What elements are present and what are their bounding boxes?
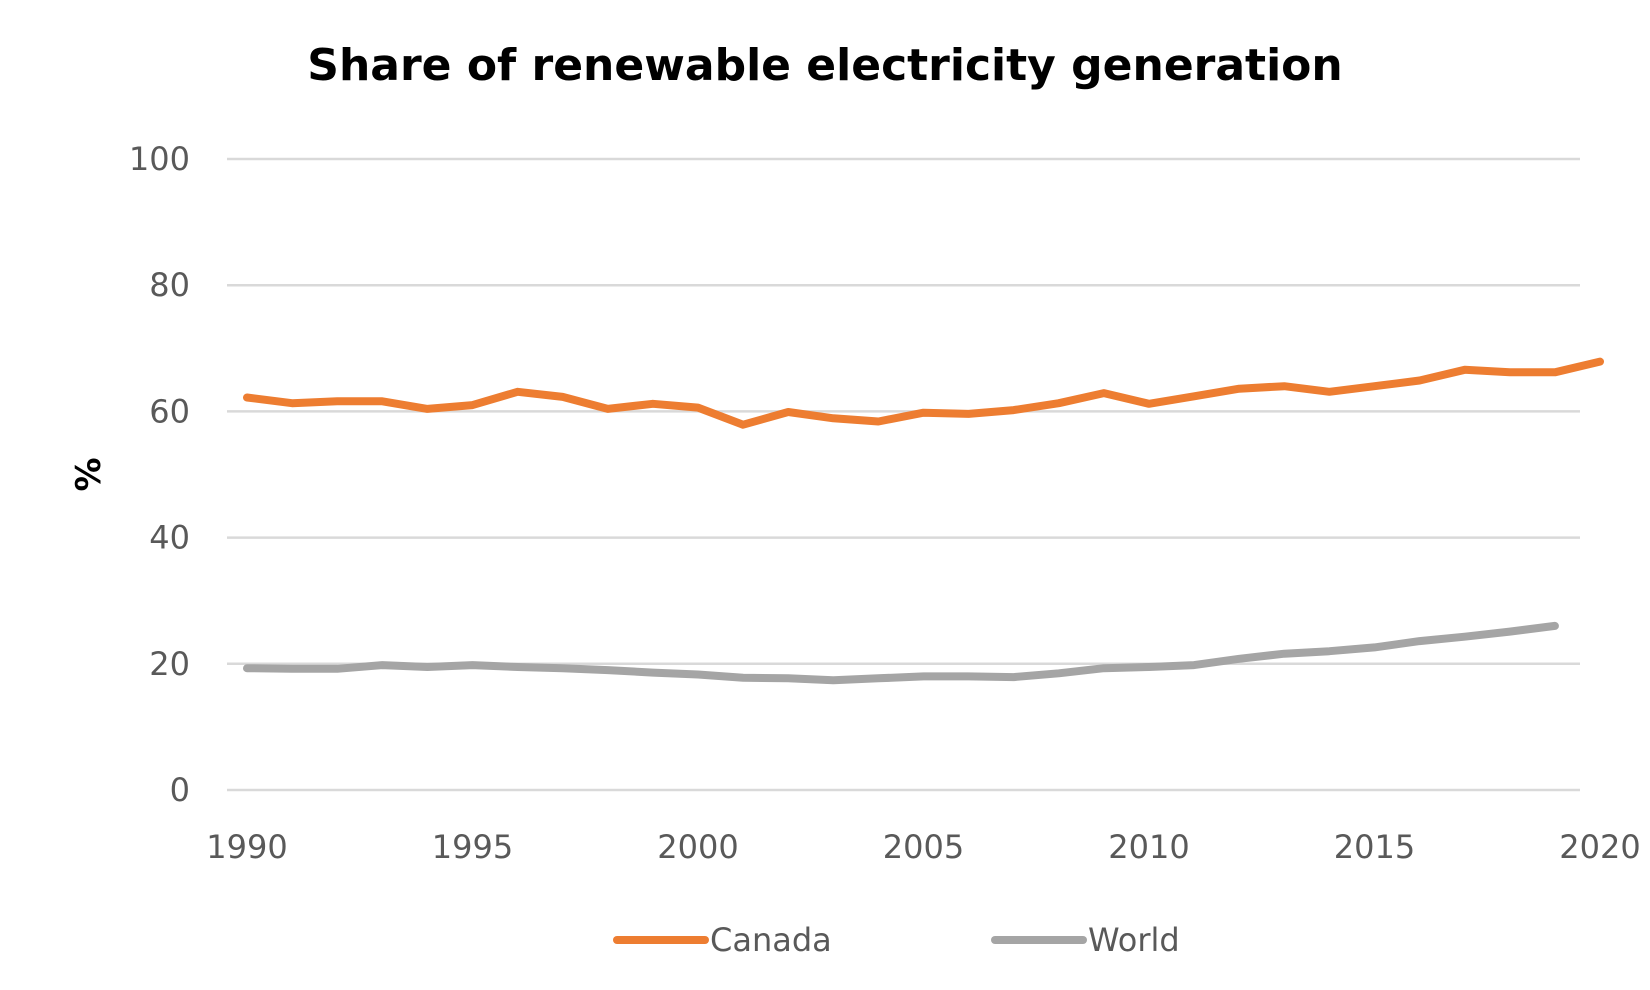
x-tick-label: 2020 xyxy=(1559,828,1640,866)
series-line-world xyxy=(243,621,1559,685)
legend-label: Canada xyxy=(710,921,832,959)
y-tick-label: 20 xyxy=(149,645,190,683)
x-tick-label: 2005 xyxy=(883,828,964,866)
x-axis-tick-labels: 1990 1995 2000 2005 2010 2015 2020 xyxy=(206,828,1640,866)
gridlines xyxy=(227,157,1580,792)
x-tick-label: 1990 xyxy=(206,828,287,866)
y-tick-label: 80 xyxy=(149,266,190,304)
y-tick-label: 60 xyxy=(149,392,190,430)
x-tick-label: 2000 xyxy=(657,828,738,866)
x-tick-label: 2015 xyxy=(1334,828,1415,866)
chart-title: Share of renewable electricity generatio… xyxy=(307,40,1343,91)
legend: Canada World xyxy=(613,921,1180,959)
y-tick-label: 0 xyxy=(170,771,190,809)
x-tick-label: 1995 xyxy=(432,828,513,866)
y-axis-tick-labels: 0 20 40 60 80 100 xyxy=(129,140,190,809)
y-tick-label: 100 xyxy=(129,140,190,178)
series-line-canada xyxy=(243,357,1604,429)
legend-label: World xyxy=(1088,921,1180,959)
series-lines xyxy=(243,357,1604,685)
y-tick-label: 40 xyxy=(149,519,190,557)
y-axis-label: % xyxy=(69,457,109,491)
x-tick-label: 2010 xyxy=(1108,828,1189,866)
